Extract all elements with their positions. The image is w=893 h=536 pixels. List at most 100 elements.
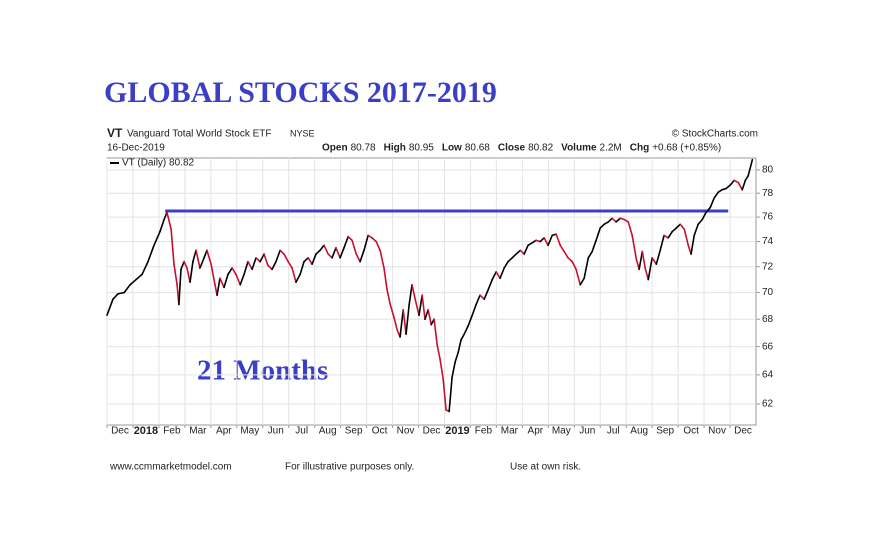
footer-note: For illustrative purposes only. <box>285 462 414 473</box>
line-segment <box>627 221 633 237</box>
line-segment <box>667 230 673 239</box>
line-segment <box>583 257 590 280</box>
line-segment <box>383 267 388 291</box>
footer-site: www.ccmmarketmodel.com <box>109 462 232 473</box>
line-segment <box>454 351 460 363</box>
line-segment <box>319 244 325 252</box>
line-segment <box>135 273 143 281</box>
line-segment <box>567 257 574 263</box>
line-segment <box>375 240 381 252</box>
line-segment <box>507 257 514 263</box>
line-segment <box>439 358 444 380</box>
x-tick-label: Aug <box>630 426 648 437</box>
security-name: Vanguard Total World Stock ETF <box>127 129 272 140</box>
line-segment <box>199 257 205 269</box>
quote-label: Open <box>322 143 348 154</box>
quote-value: 80.78 <box>351 143 376 154</box>
line-segment <box>467 314 474 327</box>
line-segment <box>690 234 696 255</box>
line-segment <box>563 250 569 259</box>
line-segment <box>263 253 269 267</box>
line-segment <box>543 237 549 247</box>
line-segment <box>386 289 392 306</box>
line-segment <box>638 250 644 271</box>
line-segment <box>331 246 337 259</box>
line-segment <box>183 260 188 269</box>
y-tick-label: 78 <box>762 188 774 199</box>
line-segment <box>683 228 690 247</box>
line-segment <box>405 303 410 335</box>
line-segment <box>203 249 208 259</box>
y-tick-label: 62 <box>762 399 774 410</box>
quote-value: +0.68 (+0.85%) <box>652 143 721 154</box>
line-segment <box>515 249 522 255</box>
line-segment <box>523 244 529 255</box>
quote-label: Close <box>498 143 526 154</box>
line-segment <box>379 249 385 269</box>
line-segment <box>227 267 233 276</box>
line-segment <box>599 223 605 229</box>
line-segment <box>741 179 747 191</box>
line-segment <box>623 218 630 223</box>
line-segment <box>315 249 321 255</box>
line-segment <box>408 283 413 306</box>
y-tick-label: 70 <box>762 287 774 298</box>
x-tick-label: Dec <box>734 426 752 437</box>
line-segment <box>206 249 212 265</box>
line-segment <box>117 291 125 295</box>
line-segment <box>355 253 361 263</box>
line-segment <box>303 257 309 263</box>
y-tick-label: 76 <box>762 212 774 223</box>
line-segment <box>713 191 720 199</box>
line-segment <box>170 228 175 265</box>
line-segment <box>436 344 441 361</box>
line-segment <box>311 253 317 265</box>
line-segment <box>701 211 707 221</box>
line-segment <box>178 268 182 306</box>
x-tick-label: Jul <box>607 426 620 437</box>
line-segment <box>615 217 622 223</box>
line-segment <box>414 298 420 316</box>
line-segment <box>651 257 658 265</box>
line-segment <box>186 267 191 283</box>
line-segment <box>307 257 313 265</box>
footer-note: Use at own risk. <box>510 462 581 473</box>
line-segment <box>442 378 447 411</box>
line-segment <box>335 246 341 259</box>
line-segment <box>299 260 305 276</box>
line-segment <box>451 361 456 379</box>
legend-label: VT (Daily) 80.82 <box>122 158 195 169</box>
line-segment <box>579 277 585 286</box>
x-tick-label: May <box>552 426 571 437</box>
line-segment <box>457 338 462 354</box>
symbol: VT <box>107 126 123 140</box>
line-segment <box>255 257 261 263</box>
line-segment <box>235 273 241 286</box>
quote-value: 2.2M <box>600 143 622 154</box>
line-segment <box>644 267 650 281</box>
line-segment <box>393 317 399 331</box>
x-tick-label: Oct <box>372 426 388 437</box>
line-segment <box>647 257 653 281</box>
line-segment <box>479 294 485 300</box>
line-segment <box>195 249 201 269</box>
line-segment <box>424 309 429 321</box>
chart-title: GLOBAL STOCKS 2017-2019 <box>104 76 497 109</box>
x-tick-label: Feb <box>163 426 181 437</box>
line-segment <box>483 289 489 300</box>
line-segment <box>210 263 216 286</box>
line-segment <box>475 294 481 306</box>
line-segment <box>693 223 699 237</box>
source: © StockCharts.com <box>672 129 758 140</box>
line-segment <box>279 249 285 255</box>
line-segment <box>192 249 197 263</box>
line-segment <box>123 283 131 294</box>
x-tick-label: Jul <box>295 426 308 437</box>
line-segment <box>243 260 249 276</box>
line-segment <box>527 242 534 247</box>
quote-label: Low <box>442 143 462 154</box>
line-segment <box>460 333 466 341</box>
line-segment <box>275 249 281 263</box>
line-segment <box>595 227 602 242</box>
